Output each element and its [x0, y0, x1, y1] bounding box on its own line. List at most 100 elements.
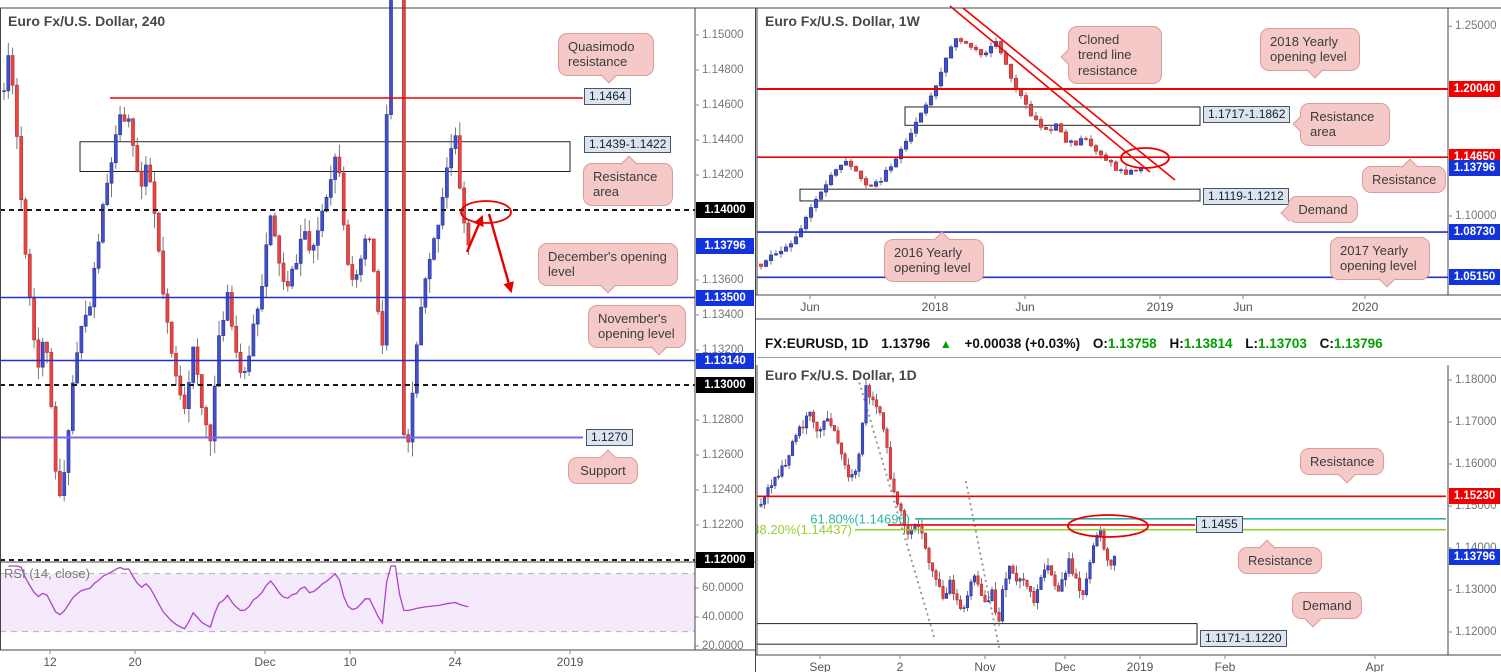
time-scale-tick: Apr [1365, 660, 1385, 672]
dotted-trendline[interactable] [964, 480, 1002, 654]
price-label-1.13796: 1.13796 [1449, 159, 1500, 176]
time-scale-tick: 20 [128, 655, 142, 669]
price-scale-tick: 1.14800 [702, 64, 744, 76]
rsi-indicator-label[interactable]: RSI (14, close) [4, 566, 90, 581]
price-label-1.20040: 1.20040 [1449, 81, 1500, 97]
annotation-arrow[interactable] [487, 213, 514, 294]
chart-legend-1w[interactable]: Euro Fx/U.S. Dollar, 1W [765, 13, 920, 29]
price-label-1.13500: 1.13500 [696, 289, 754, 306]
bubble-november-opening-level-text: November's opening level [598, 311, 675, 342]
pane-legend-eurusd-1d[interactable]: FX:EURUSD, 1D 1.13796 ▲ +0.00038 (+0.03%… [757, 331, 1501, 358]
price-tag-1-1171-1-1220[interactable]: 1.1171-1.1220 [1200, 630, 1287, 647]
candlestick-chart-1d[interactable]: 61.80%(1.14696)38.20%(1.14437) [755, 362, 1501, 672]
time-scale-tick: Sep [809, 660, 831, 672]
price-scale-tick: 1.17000 [1455, 416, 1497, 428]
time-scale-tick: 2 [896, 660, 904, 672]
rsi-scale-tick: 40.0000 [702, 611, 744, 623]
bubble-support[interactable]: Support [568, 449, 638, 485]
highlight-ellipse[interactable] [1067, 514, 1149, 538]
price-scale-tick: 1.14600 [702, 99, 744, 111]
candlestick-chart-1w[interactable] [755, 0, 1501, 330]
time-scale-tick: Jun [800, 300, 820, 314]
cloned-trendline[interactable] [962, 7, 1176, 181]
time-scale-tick: 12 [43, 655, 57, 669]
supply-demand-zone-box[interactable] [79, 141, 571, 172]
chart-legend-240[interactable]: Euro Fx/U.S. Dollar, 240 [8, 13, 166, 29]
price-label-1.14000: 1.14000 [696, 202, 754, 218]
price-label-1.08730: 1.08730 [1449, 224, 1500, 241]
time-scale-tick: Jun [1233, 300, 1253, 314]
price-tag-1-1439-1-1422[interactable]: 1.1439-1.1422 [584, 136, 672, 153]
cloned-trendline[interactable] [949, 5, 1151, 173]
rsi-line [8, 565, 469, 630]
price-scale-tick: 1.12400 [702, 484, 744, 496]
time-scale-tick: 2020 [1351, 300, 1379, 314]
bubble-cloned-trendline-resistance-text: Cloned trend line resistance [1078, 32, 1138, 78]
chart-legend-1d[interactable]: Euro Fx/U.S. Dollar, 1D [765, 367, 917, 383]
time-scale-tick: 2019 [1126, 660, 1154, 672]
ticker-close-label: C: [1319, 336, 1334, 351]
bubble-december-opening-level-text: December's opening level [548, 249, 667, 280]
bubble-demand-1w[interactable]: Demand [1280, 196, 1358, 224]
rsi-scale-tick: 60.0000 [702, 582, 744, 594]
price-tag-1-1119-1-1212[interactable]: 1.1119-1.1212 [1203, 188, 1289, 205]
panel-divider [755, 8, 756, 672]
time-scale-tick: 2019 [556, 655, 584, 669]
price-label-1.15230: 1.15230 [1449, 488, 1500, 505]
bubble-2016-yearly-opening-level-text: 2016 Yearly opening level [894, 245, 971, 276]
fib-retracement-label: 61.80%(1.14696) [810, 511, 910, 526]
bubble-resistance-area-240[interactable]: Resistance area [583, 155, 673, 206]
bubble-quasimodo-resistance[interactable]: Quasimodo resistance [558, 33, 654, 84]
price-scale-tick: 1.13400 [702, 309, 744, 321]
bubble-resistance-area-1w[interactable]: Resistance area [1292, 103, 1390, 146]
bubble-november-opening-level[interactable]: November's opening level [588, 305, 686, 356]
bubble-demand-1w-text: Demand [1298, 202, 1348, 217]
price-scale-tick: 1.12600 [702, 449, 744, 461]
price-tag-1-1455[interactable]: 1.1455 [1196, 516, 1243, 533]
supply-demand-zone-box[interactable] [756, 623, 1198, 645]
time-scale-tick: Dec [1054, 660, 1076, 672]
price-label-1.13796: 1.13796 [696, 237, 754, 254]
bubble-2016-yearly-opening-level[interactable]: 2016 Yearly opening level [884, 231, 984, 282]
price-scale-tick: 1.14200 [702, 169, 744, 181]
price-scale-tick: 1.10000 [1455, 210, 1497, 222]
ticker-close-value: 1.13796 [1333, 336, 1383, 351]
price-scale-tick: 1.12000 [1455, 626, 1497, 638]
bubble-december-opening-level[interactable]: December's opening level [538, 243, 678, 294]
price-scale-tick: 1.25000 [1455, 20, 1497, 33]
fib-retracement-label: 38.20%(1.14437) [755, 522, 852, 537]
rsi-scale-tick: 20.0000 [702, 640, 744, 652]
highlight-ellipse[interactable] [1120, 147, 1170, 169]
bubble-resistance-1w[interactable]: Resistance [1362, 158, 1446, 194]
price-label-1.13796: 1.13796 [1449, 548, 1500, 565]
bubble-2017-yearly-opening-level[interactable]: 2017 Yearly opening level [1330, 237, 1430, 288]
bubble-2018-yearly-opening-level-text: 2018 Yearly opening level [1270, 34, 1347, 65]
ticker-low-label: L: [1245, 336, 1259, 351]
supply-demand-zone-box[interactable] [799, 188, 1201, 202]
chart-panel-1d: Euro Fx/U.S. Dollar, 1D 61.80%(1.14696) 3… [755, 362, 1501, 672]
time-scale-tick: 2018 [921, 300, 949, 314]
bubble-resistance-1d-top[interactable]: Resistance [1300, 448, 1384, 484]
dotted-trendline[interactable] [856, 376, 937, 642]
supply-demand-zone-box[interactable] [904, 106, 1201, 126]
price-tag-1-1464[interactable]: 1.1464 [584, 88, 631, 105]
bubble-resistance-area-240-text: Resistance area [593, 169, 658, 200]
price-label-1.13000: 1.13000 [696, 377, 754, 393]
ticker-last-price: 1.13796 [881, 336, 931, 351]
price-scale-tick: 1.16000 [1455, 458, 1497, 470]
price-tag-1-1717-1-1862[interactable]: 1.1717-1.1862 [1203, 106, 1291, 123]
price-scale-tick: 1.13000 [1455, 584, 1497, 596]
time-scale-tick: 2019 [1146, 300, 1174, 314]
highlight-ellipse[interactable] [460, 200, 512, 224]
price-tag-1-1270[interactable]: 1.1270 [586, 429, 633, 446]
time-scale-tick: Feb [1214, 660, 1236, 672]
candlestick-chart-240[interactable] [0, 0, 755, 672]
time-scale-tick: 24 [448, 655, 462, 669]
chart-panel-1w: Euro Fx/U.S. Dollar, 1W 1.25000 1.10000 1.… [755, 0, 1501, 330]
price-scale-tick: 1.12200 [702, 519, 744, 531]
bubble-cloned-trendline-resistance[interactable]: Cloned trend line resistance [1060, 26, 1162, 84]
annotation-arrow[interactable] [465, 215, 484, 253]
bubble-demand-1d[interactable]: Demand [1292, 592, 1362, 628]
bubble-2018-yearly-opening-level[interactable]: 2018 Yearly opening level [1260, 28, 1360, 79]
bubble-resistance-1d-mid[interactable]: Resistance [1238, 539, 1322, 575]
